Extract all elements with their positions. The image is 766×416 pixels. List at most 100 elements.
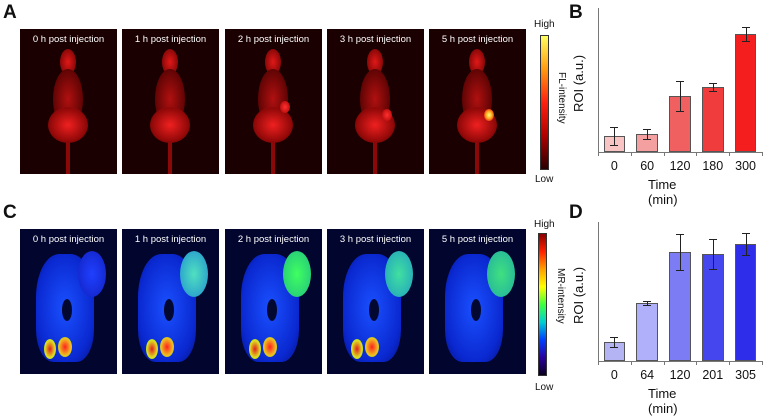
mouse-head: [367, 49, 383, 75]
panel-caption: 5 h post injection: [441, 34, 514, 45]
error-bar: [745, 233, 747, 255]
mr-hot-spot: [44, 339, 56, 359]
mr-dark-cavity: [62, 299, 72, 321]
error-cap: [741, 255, 750, 256]
error-cap: [741, 233, 750, 234]
x-tick: [598, 361, 599, 365]
error-cap: [643, 301, 652, 302]
x-tick: [598, 152, 599, 156]
error-cap: [610, 145, 619, 146]
error-bar: [647, 301, 649, 305]
mouse-abdomen: [48, 107, 88, 143]
mr-dark-cavity: [471, 299, 481, 321]
fl-colorbar-high-label: High: [534, 19, 555, 30]
panel-caption: 5 h post injection: [441, 234, 514, 245]
data-bar: [669, 252, 691, 361]
mr-image-panel: 0 h post injection: [20, 229, 117, 374]
error-cap: [708, 91, 717, 92]
x-tick-label: 0: [610, 368, 618, 382]
mr-image-panel: 5 h post injection: [429, 229, 526, 374]
error-cap: [741, 27, 750, 28]
x-axis-label: Time (min): [648, 177, 678, 207]
tumor-signal: [382, 109, 392, 121]
mr-tumor-region: [283, 251, 311, 297]
mr-tumor-region: [180, 251, 208, 297]
mouse-head: [469, 49, 485, 75]
y-axis: [598, 8, 599, 152]
x-tick: [729, 152, 731, 156]
tumor-signal: [280, 101, 290, 113]
error-bar: [614, 337, 616, 347]
fl-colorbar-low-label: Low: [535, 174, 554, 185]
fluorescence-image-panel: 3 h post injection: [327, 29, 424, 174]
panel-letter-d: D: [569, 202, 583, 223]
panel-caption: 3 h post injection: [339, 234, 412, 245]
mouse-head: [162, 49, 178, 75]
mouse-abdomen: [253, 107, 293, 143]
panel-caption: 2 h post injection: [237, 34, 310, 45]
panel-caption: 1 h post injection: [134, 34, 207, 45]
y-axis-label: ROI (a.u.): [571, 266, 586, 324]
mr-colorbar-low-label: Low: [535, 382, 554, 393]
mr-dark-cavity: [369, 299, 379, 321]
x-tick: [696, 361, 698, 365]
x-tick-label: 0: [610, 159, 618, 173]
data-bar: [734, 34, 757, 152]
x-tick-label: 64: [640, 368, 655, 382]
error-cap: [676, 234, 684, 235]
error-cap: [610, 347, 619, 348]
mr-hot-spot: [146, 339, 158, 359]
mr-image-panel: 3 h post injection: [327, 229, 424, 374]
fluorescence-image-panel: 0 h post injection: [20, 29, 117, 174]
error-cap: [676, 81, 684, 82]
mr-colorbar-high-label: High: [534, 219, 555, 230]
x-tick: [630, 361, 632, 365]
error-bar: [712, 239, 714, 269]
error-bar: [647, 129, 649, 139]
error-cap: [610, 337, 619, 338]
x-tick-label: 305: [735, 368, 757, 382]
error-cap: [676, 270, 684, 271]
x-axis: [598, 152, 762, 153]
data-bar: [603, 342, 626, 361]
data-bar: [734, 244, 757, 361]
fl-colorbar-title: FL-intensity: [556, 72, 567, 124]
error-bar: [614, 127, 616, 145]
panel-caption: 0 h post injection: [32, 34, 105, 45]
mr-hot-spot: [263, 337, 277, 357]
mr-image-panel: 2 h post injection: [225, 229, 322, 374]
fluorescence-image-panel: 5 h post injection: [429, 29, 526, 174]
x-tick: [663, 152, 665, 156]
panel-letter-c: C: [3, 202, 17, 223]
data-bar: [701, 87, 724, 152]
mouse-abdomen: [150, 107, 190, 143]
mouse-head: [60, 49, 76, 75]
x-tick-label: 120: [669, 159, 691, 173]
mr-hot-spot: [365, 337, 379, 357]
error-bar: [745, 27, 747, 41]
data-bar: [603, 136, 626, 152]
x-tick: [630, 152, 632, 156]
error-cap: [643, 129, 652, 130]
panel-caption: 1 h post injection: [134, 234, 207, 245]
error-cap: [741, 41, 750, 42]
error-cap: [643, 305, 652, 306]
x-tick-label: 180: [702, 159, 724, 173]
mr-tumor-region: [385, 251, 413, 297]
error-bar: [712, 83, 714, 91]
x-tick: [729, 361, 731, 365]
error-cap: [708, 83, 717, 84]
mouse-tail: [271, 141, 275, 174]
mr-hot-spot: [160, 337, 174, 357]
mr-dark-cavity: [267, 299, 277, 321]
data-bar: [669, 96, 691, 152]
x-tick: [663, 361, 665, 365]
mr-intensity-colorbar: [538, 233, 547, 376]
error-bar: [680, 81, 681, 111]
fluorescence-image-panel: 2 h post injection: [225, 29, 322, 174]
x-tick-label: 120: [669, 368, 691, 382]
mr-hot-spot: [249, 339, 261, 359]
x-tick: [696, 152, 698, 156]
error-cap: [676, 111, 684, 112]
tumor-signal: [484, 109, 494, 121]
